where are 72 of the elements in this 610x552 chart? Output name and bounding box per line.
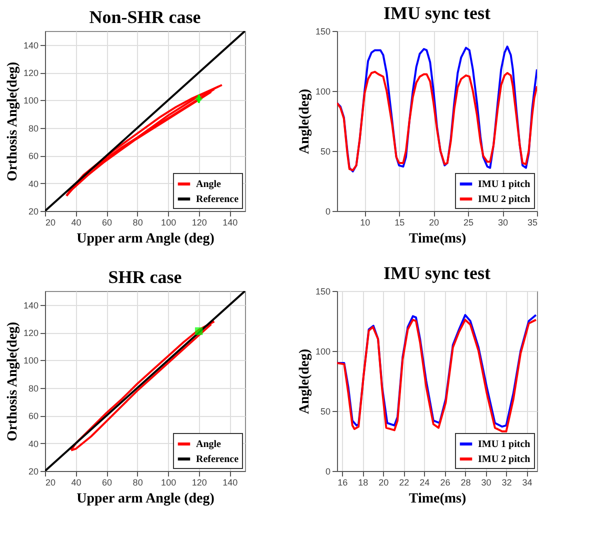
y-tick-label: 20	[28, 206, 38, 216]
x-tick-label: 16	[338, 478, 348, 488]
x-tick-label: 20	[46, 218, 56, 228]
legend-label: Angle	[196, 439, 222, 450]
legend-label: IMU 1 pitch	[478, 439, 531, 450]
chart-title: IMU sync test	[384, 263, 490, 283]
legend-label: Reference	[196, 454, 240, 465]
x-tick-label: 32	[502, 478, 512, 488]
x-tick-label: 28	[460, 478, 471, 488]
x-tick-label: 40	[71, 478, 82, 488]
x-tick-label: 80	[132, 218, 143, 228]
y-tick-label: 100	[23, 356, 38, 366]
y-axis-title: Orthosis Angle(deg)	[5, 321, 20, 442]
x-tick-label: 25	[464, 218, 474, 228]
y-axis-title: Angle(deg)	[297, 88, 312, 154]
y-tick-label: 0	[325, 206, 330, 216]
y-tick-label: 140	[23, 300, 38, 310]
x-tick-label: 20	[429, 218, 440, 228]
x-tick-label: 35	[527, 218, 538, 228]
y-tick-label: 60	[28, 151, 38, 162]
chart-title: SHR case	[108, 267, 182, 287]
y-tick-label: 120	[23, 328, 38, 338]
x-tick-label: 60	[102, 218, 112, 228]
y-tick-label: 140	[23, 40, 38, 50]
x-tick-label: 140	[222, 218, 238, 228]
legend-label: IMU 2 pitch	[478, 454, 531, 465]
x-axis-title: Time(ms)	[408, 492, 466, 506]
y-tick-label: 0	[325, 466, 330, 476]
x-tick-label: 100	[161, 218, 176, 228]
x-tick-label: 15	[394, 218, 405, 228]
x-axis-title: Upper arm Angle (deg)	[76, 492, 215, 506]
x-tick-label: 18	[358, 478, 368, 488]
x-axis-title: Time(ms)	[408, 232, 466, 246]
legend-label: Reference	[196, 194, 240, 205]
x-tick-label: 26	[440, 478, 450, 488]
x-tick-label: 20	[378, 478, 389, 488]
x-tick-label: 10	[360, 218, 370, 228]
x-tick-label: 80	[132, 478, 143, 488]
x-tick-label: 30	[498, 218, 508, 228]
y-tick-label: 40	[28, 178, 38, 189]
y-tick-label: 100	[23, 96, 38, 106]
x-tick-label: 40	[71, 218, 82, 228]
y-tick-label: 40	[28, 438, 38, 449]
x-tick-label: 100	[161, 478, 176, 488]
legend-label: IMU 1 pitch	[478, 179, 531, 190]
y-axis-title: Angle(deg)	[297, 348, 312, 414]
y-tick-label: 150	[315, 286, 330, 296]
x-tick-label: 30	[481, 478, 492, 488]
y-tick-label: 50	[320, 406, 330, 416]
y-tick-label: 120	[23, 68, 38, 78]
x-axis-title: Upper arm Angle (deg)	[76, 232, 215, 246]
chart-title: IMU sync test	[384, 3, 490, 23]
x-tick-label: 120	[192, 218, 207, 228]
x-tick-label: 140	[222, 478, 238, 488]
y-tick-label: 50	[320, 146, 330, 156]
legend-label: Angle	[196, 179, 222, 190]
chart-title: Non-SHR case	[89, 7, 201, 27]
x-tick-label: 24	[420, 478, 430, 488]
y-axis-title: Orthosis Angle(deg)	[5, 61, 20, 182]
x-tick-label: 60	[102, 478, 112, 488]
y-tick-label: 80	[28, 383, 38, 394]
y-tick-label: 100	[315, 86, 330, 96]
x-tick-label: 34	[522, 478, 532, 488]
y-tick-label: 20	[28, 466, 38, 476]
y-tick-label: 60	[28, 411, 38, 422]
x-tick-label: 120	[192, 478, 207, 488]
y-tick-label: 100	[315, 346, 330, 356]
y-tick-label: 80	[28, 123, 38, 134]
legend-label: IMU 2 pitch	[478, 194, 531, 205]
y-tick-label: 150	[315, 26, 330, 36]
x-tick-label: 22	[399, 478, 410, 488]
x-tick-label: 20	[46, 478, 56, 488]
